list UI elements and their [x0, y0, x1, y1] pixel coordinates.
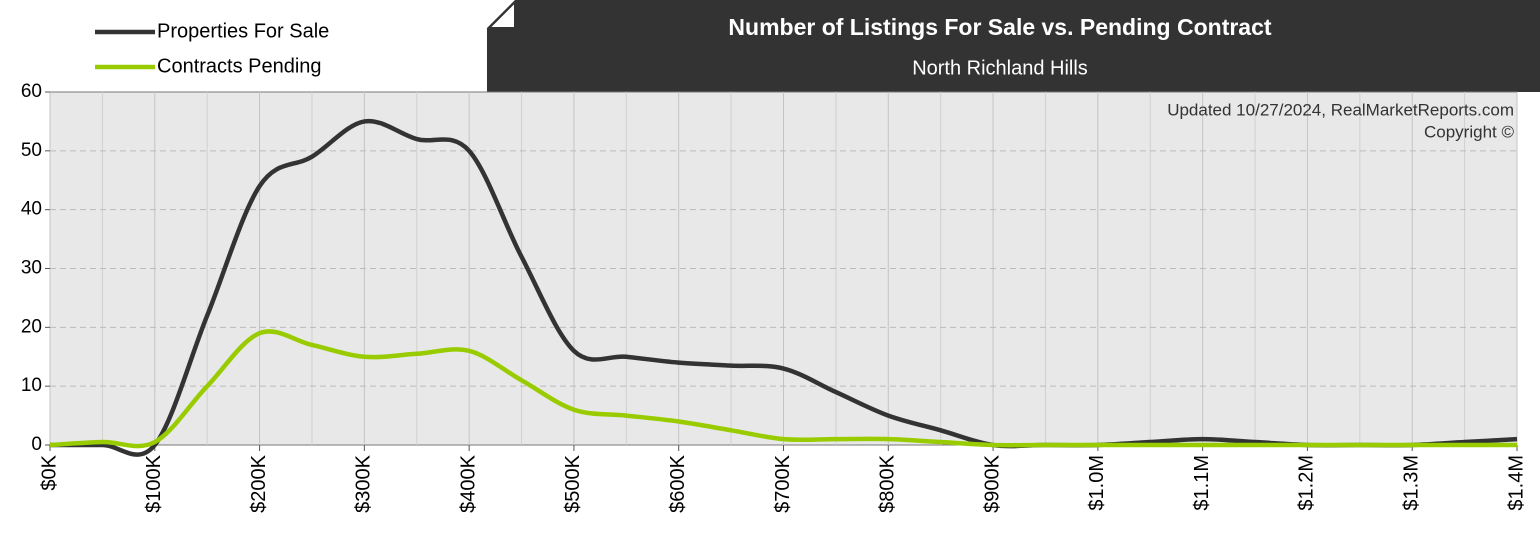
x-tick-label: $700K: [772, 454, 794, 512]
y-tick-label: 50: [21, 140, 42, 161]
x-tick-label: $800K: [877, 454, 899, 512]
x-tick-label: $100K: [143, 454, 165, 512]
x-tick-label: $200K: [248, 454, 270, 512]
x-tick-label: $1.2M: [1296, 455, 1318, 511]
x-tick-label: $1.4M: [1505, 455, 1527, 511]
chart-subtitle: North Richland Hills: [912, 57, 1088, 79]
annotation: Updated 10/27/2024, RealMarketReports.co…: [1167, 100, 1514, 119]
x-tick-label: $900K: [981, 454, 1003, 512]
x-tick-label: $1.3M: [1400, 455, 1422, 511]
title-banner: [487, 0, 1540, 92]
x-tick-label: $0K: [38, 454, 60, 490]
y-tick-label: 0: [31, 434, 42, 455]
y-tick-label: 40: [21, 199, 42, 220]
y-tick-label: 60: [21, 81, 42, 102]
series-line: [49, 329, 1517, 449]
y-tick-label: 30: [21, 258, 42, 279]
legend-label: Contracts Pending: [157, 55, 322, 77]
x-tick-label: $500K: [562, 454, 584, 512]
banner-fold: [486, 0, 516, 29]
chart-title: Number of Listings For Sale vs. Pending …: [728, 14, 1271, 40]
legend-label: Properties For Sale: [157, 20, 329, 42]
x-tick-label: $1.1M: [1191, 455, 1213, 511]
annotation: Copyright ©: [1424, 122, 1514, 141]
x-tick-label: $600K: [667, 454, 689, 512]
series-line: [50, 118, 1518, 457]
y-tick-label: 10: [21, 375, 42, 396]
y-tick-label: 20: [21, 316, 42, 337]
x-tick-label: $300K: [353, 454, 375, 512]
x-tick-label: $400K: [457, 454, 479, 512]
x-tick-label: $1.0M: [1086, 455, 1108, 511]
